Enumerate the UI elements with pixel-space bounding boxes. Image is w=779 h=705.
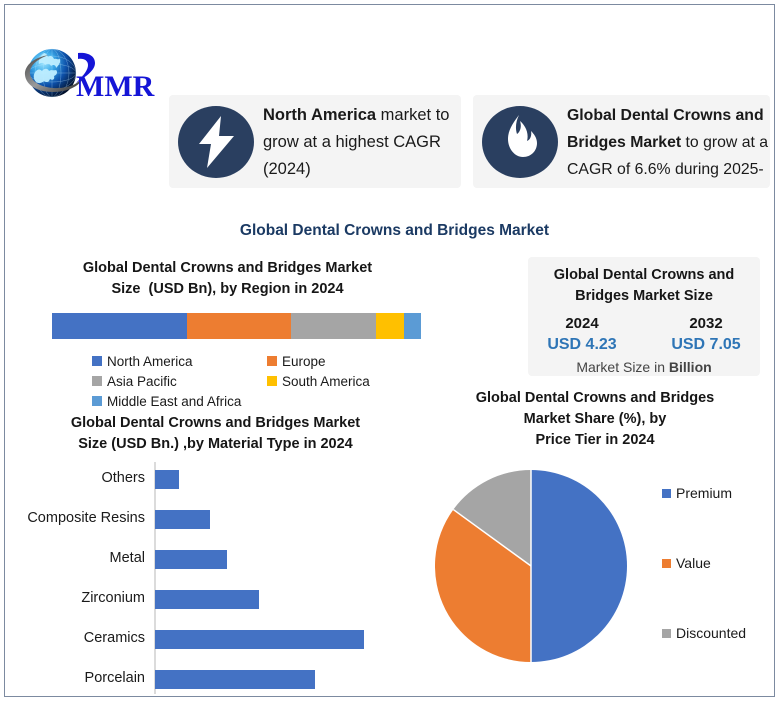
svg-text:MMR: MMR (76, 70, 155, 103)
